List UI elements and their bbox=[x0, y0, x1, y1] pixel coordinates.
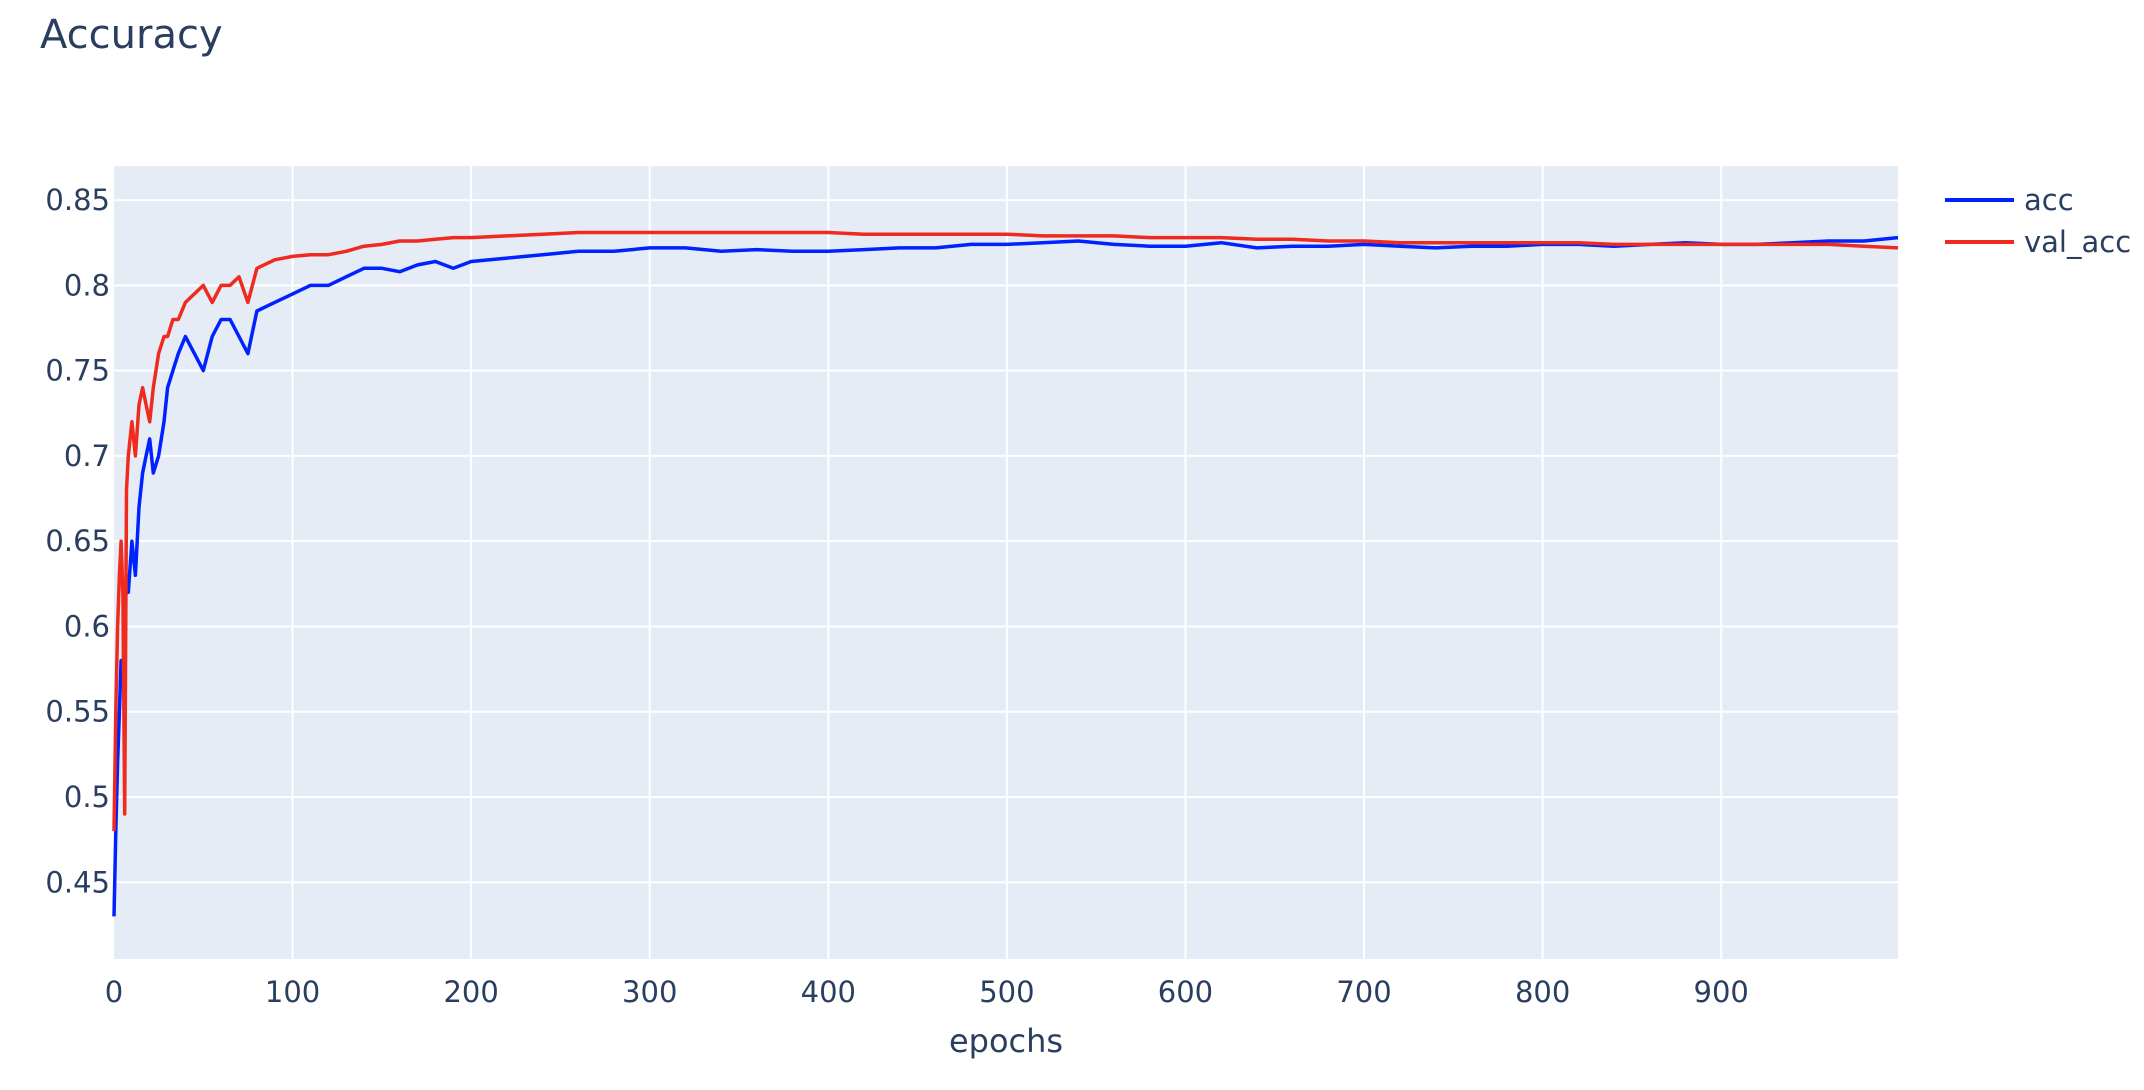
y-tick-label: 0.45 bbox=[45, 865, 110, 899]
y-tick-label: 0.65 bbox=[45, 524, 110, 558]
y-tick-label: 0.5 bbox=[64, 780, 110, 814]
x-tick-label: 200 bbox=[443, 975, 498, 1009]
y-tick-label: 0.8 bbox=[64, 268, 110, 302]
x-gridlines bbox=[291, 166, 1723, 959]
series-line-val-acc bbox=[112, 230, 1899, 832]
y-tick-label: 0.55 bbox=[45, 695, 110, 729]
chart-title: Accuracy bbox=[40, 12, 223, 58]
x-tick-label: 800 bbox=[1515, 975, 1570, 1009]
x-tick-labels: 0 100 200 300 400 500 600 700 800 900 bbox=[105, 975, 1749, 1009]
y-tick-label: 0.75 bbox=[45, 354, 110, 388]
x-tick-label: 300 bbox=[622, 975, 677, 1009]
x-axis-title: epochs bbox=[949, 1022, 1063, 1060]
x-tick-label: 100 bbox=[265, 975, 320, 1009]
y-tick-label: 0.7 bbox=[64, 439, 110, 473]
legend-label-val-acc: val_acc bbox=[2024, 225, 2131, 259]
series-line-acc bbox=[112, 235, 1899, 917]
legend: acc val_acc bbox=[1945, 183, 2131, 259]
x-tick-label: 900 bbox=[1694, 975, 1749, 1009]
x-tick-label: 0 bbox=[105, 975, 123, 1009]
y-gridlines bbox=[114, 199, 1898, 884]
y-tick-label: 0.6 bbox=[64, 609, 110, 643]
x-tick-label: 500 bbox=[979, 975, 1034, 1009]
legend-label-acc: acc bbox=[2024, 183, 2074, 217]
x-tick-label: 600 bbox=[1158, 975, 1213, 1009]
series-layer bbox=[112, 230, 1899, 917]
x-tick-label: 400 bbox=[801, 975, 856, 1009]
y-tick-labels: 0.45 0.5 0.55 0.6 0.65 0.7 0.75 0.8 0.85 bbox=[45, 183, 110, 899]
x-tick-label: 700 bbox=[1336, 975, 1391, 1009]
y-tick-label: 0.85 bbox=[45, 183, 110, 217]
